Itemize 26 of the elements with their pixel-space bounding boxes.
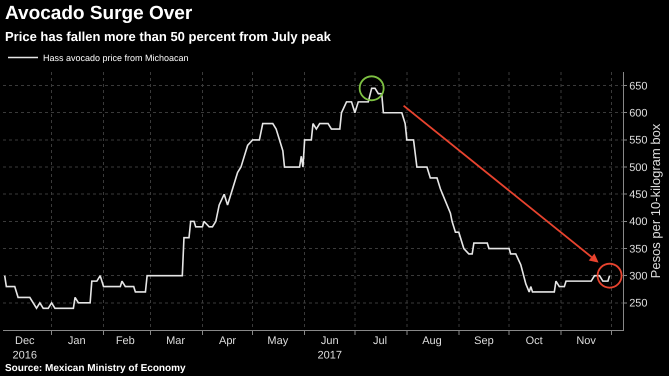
x-tick-label: Mar (166, 335, 186, 348)
x-tick-label: Sep (474, 335, 494, 348)
y-tick-label: 500 (629, 162, 648, 174)
x-tick-label: Feb (116, 335, 135, 348)
y-tick-label: 450 (629, 189, 648, 202)
x-tick-label: Oct (526, 335, 543, 348)
x-tick-label: Nov (576, 335, 596, 348)
x-tick-label: Jul (373, 335, 388, 348)
source-note: Source: Mexican Ministry of Economy (5, 363, 186, 374)
y-tick-label: 400 (629, 216, 648, 228)
x-tick-label: Dec 2016 (12, 335, 38, 362)
chart-subtitle: Price has fallen more than 50 percent from July peak (5, 29, 332, 44)
x-tick-label: Aug (422, 335, 442, 348)
chart-title: Avocado Surge Over (5, 3, 193, 24)
y-tick-label: 600 (629, 108, 648, 120)
x-tick-label: Jun 2017 (318, 335, 342, 362)
y-tick-label: 350 (629, 243, 648, 256)
x-tick-label: May (267, 335, 289, 348)
y-axis-title: Pesos per 10-kilogram box (648, 123, 664, 278)
y-tick-label: 550 (629, 134, 648, 147)
legend-label: Hass avocado price from Michoacan (43, 53, 189, 64)
x-tick-label: Jan (68, 335, 86, 348)
y-tick-label: 300 (629, 270, 648, 283)
y-tick-label: 650 (629, 80, 648, 92)
x-tick-label: Apr (218, 335, 236, 348)
y-tick-label: 250 (629, 298, 648, 310)
